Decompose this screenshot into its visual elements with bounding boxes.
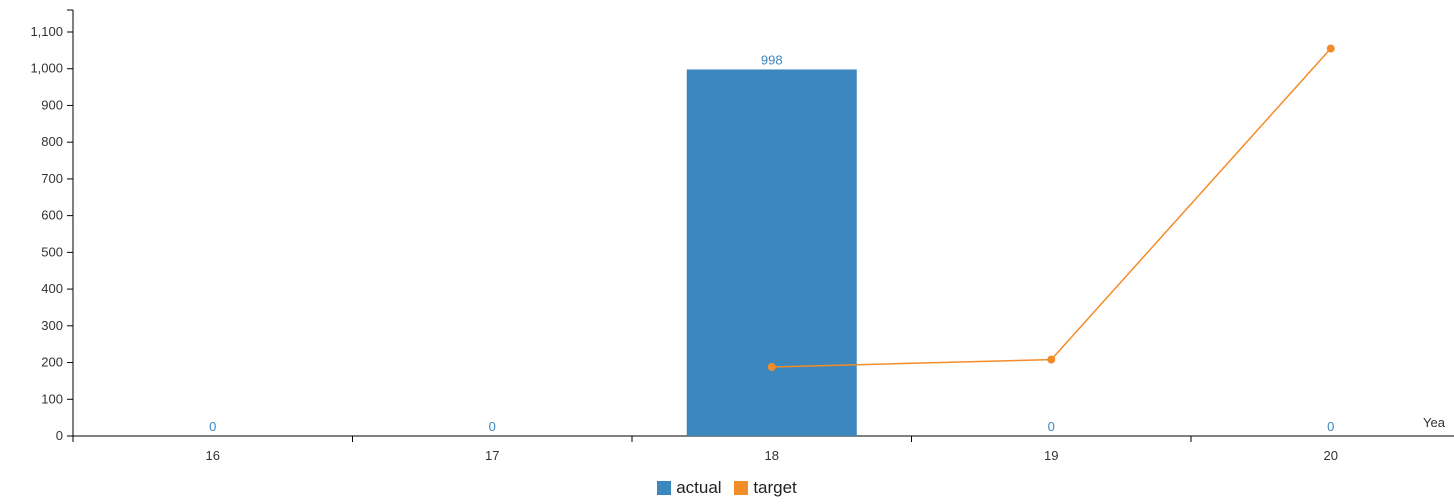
y-tick-label: 0	[56, 428, 63, 443]
y-tick-label: 500	[41, 244, 63, 259]
y-tick-label: 600	[41, 208, 63, 223]
y-tick-label: 1,100	[30, 24, 63, 39]
y-tick-label: 1,000	[30, 61, 63, 76]
bar-data-label: 0	[1327, 419, 1334, 434]
x-tick-label: 20	[1324, 448, 1338, 463]
bar-data-labels: 0 0 998 0 0	[209, 52, 1334, 434]
x-tick-label: 18	[765, 448, 779, 463]
legend-item-actual[interactable]: actual	[657, 478, 722, 498]
legend-swatch-actual	[657, 481, 672, 495]
y-tick-label: 700	[41, 171, 63, 186]
legend-label-target: target	[753, 478, 797, 497]
y-axis: 0 100 200 300 400 500 600 700 800 900 1,000 1,100	[30, 9, 74, 443]
bar-data-label: 0	[209, 419, 216, 434]
legend: actual target	[0, 478, 1454, 500]
y-tick-label: 400	[41, 281, 63, 296]
x-axis: 16 17 18 19 20	[72, 435, 1454, 463]
legend-item-target[interactable]: target	[734, 478, 797, 498]
x-tick-label: 19	[1044, 448, 1058, 463]
bar-series-actual	[686, 69, 857, 436]
target-point	[1047, 355, 1056, 364]
y-tick-label: 300	[41, 318, 63, 333]
y-tick-label: 100	[41, 391, 63, 406]
y-tick-label: 800	[41, 134, 63, 149]
bar	[686, 69, 857, 436]
target-point	[767, 362, 776, 371]
y-tick-label: 200	[41, 355, 63, 370]
bar-data-label: 0	[1048, 419, 1055, 434]
x-tick-label: 16	[206, 448, 220, 463]
bar-data-label: 998	[761, 52, 783, 67]
bar-data-label: 0	[489, 419, 496, 434]
target-point	[1326, 44, 1335, 53]
line-series-target	[767, 44, 1335, 371]
legend-swatch-target	[734, 481, 749, 495]
y-tick-label: 900	[41, 97, 63, 112]
legend-label-actual: actual	[676, 478, 722, 497]
x-tick-label: 17	[485, 448, 499, 463]
x-axis-title: Yea	[1423, 415, 1446, 430]
